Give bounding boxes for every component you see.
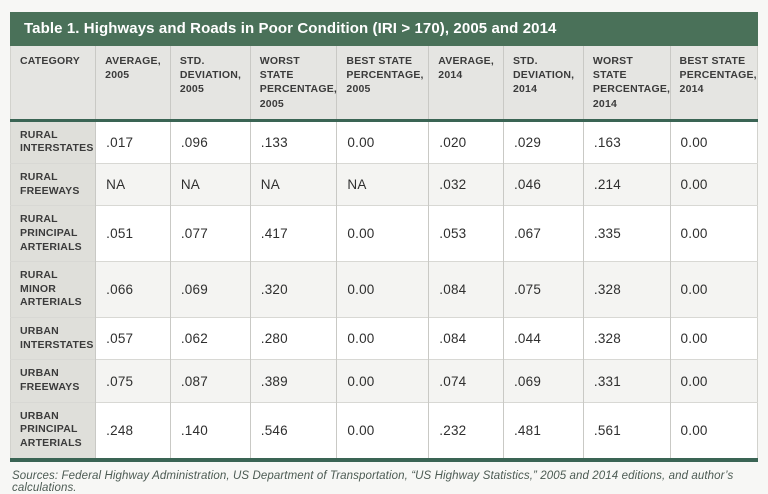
value-cell: 0.00 — [336, 359, 429, 403]
column-header: WORST STATE PERCENTAGE, 2005 — [249, 46, 337, 122]
value-cell: .020 — [428, 120, 504, 164]
value-cell: 0.00 — [336, 317, 429, 360]
column-header: BEST STATE PERCENTAGE, 2014 — [669, 46, 758, 122]
column-header: WORST STATE PERCENTAGE, 2014 — [582, 46, 671, 122]
value-cell: .320 — [249, 261, 337, 318]
value-cell: 0.00 — [336, 261, 429, 318]
value-cell: .017 — [95, 120, 171, 164]
value-cell: .051 — [95, 205, 171, 262]
value-cell: 0.00 — [669, 205, 758, 262]
value-cell: .232 — [428, 401, 504, 458]
value-cell: 0.00 — [669, 120, 758, 164]
value-cell: NA — [95, 162, 171, 206]
value-cell: .067 — [502, 205, 584, 262]
value-cell: .069 — [502, 359, 584, 403]
value-cell: .389 — [249, 359, 337, 403]
data-table: CATEGORY AVERAGE, 2005 STD. DEVIATION, 200… — [10, 46, 758, 458]
value-cell: 0.00 — [669, 162, 758, 206]
column-header: STD. DEVIATION, 2005 — [169, 46, 251, 122]
value-cell: 0.00 — [669, 261, 758, 318]
category-cell: URBAN INTERSTATES — [10, 317, 96, 360]
value-cell: .096 — [169, 120, 251, 164]
value-cell: .163 — [582, 120, 671, 164]
category-cell: RURAL MINOR ARTERIALS — [10, 261, 96, 318]
table-bottom-rule — [10, 457, 758, 462]
table-row: URBAN INTERSTATES .057.062.280 0.00.084.04… — [10, 317, 758, 360]
sources-note: Sources: Federal Highway Administration,… — [12, 469, 734, 494]
value-cell: NA — [336, 162, 429, 206]
value-cell: .075 — [95, 359, 171, 403]
value-cell: .046 — [502, 162, 584, 206]
category-cell: URBAN FREEWAYS — [10, 359, 96, 403]
value-cell: 0.00 — [669, 359, 758, 403]
table-row: RURAL MINOR ARTERIALS .066.069.320 0.00.08… — [10, 261, 758, 318]
value-cell: 0.00 — [669, 317, 758, 360]
value-cell: .248 — [95, 401, 171, 458]
value-cell: .561 — [582, 401, 671, 458]
value-cell: NA — [169, 162, 251, 206]
table-title-bar: Table 1. Highways and Roads in Poor Cond… — [10, 12, 758, 46]
column-header: BEST STATE PERCENTAGE, 2005 — [336, 46, 429, 122]
value-cell: 0.00 — [336, 205, 429, 262]
value-cell: .066 — [95, 261, 171, 318]
value-cell: .546 — [249, 401, 337, 458]
value-cell: NA — [249, 162, 337, 206]
header-row: CATEGORY AVERAGE, 2005 STD. DEVIATION, 200… — [10, 46, 758, 122]
value-cell: .062 — [169, 317, 251, 360]
category-cell: RURAL FREEWAYS — [10, 162, 96, 206]
value-cell: .133 — [249, 120, 337, 164]
column-header: AVERAGE, 2005 — [95, 46, 171, 122]
column-header: AVERAGE, 2014 — [428, 46, 504, 122]
table-body: RURAL INTERSTATES .017.096.133 0.00.020.02… — [10, 120, 758, 458]
value-cell: .029 — [502, 120, 584, 164]
value-cell: .331 — [582, 359, 671, 403]
value-cell: .057 — [95, 317, 171, 360]
value-cell: .140 — [169, 401, 251, 458]
table-header: CATEGORY AVERAGE, 2005 STD. DEVIATION, 200… — [10, 46, 758, 122]
value-cell: .053 — [428, 205, 504, 262]
column-header: STD. DEVIATION, 2014 — [502, 46, 584, 122]
table-row: RURAL FREEWAYS NA NA NA NA .032.046.214 0.00 — [10, 162, 758, 206]
category-cell: RURAL PRINCIPAL ARTERIALS — [10, 205, 96, 262]
table-container: Table 1. Highways and Roads in Poor Cond… — [10, 12, 758, 462]
table-row: URBAN FREEWAYS .075.087.389 0.00.074.069.3… — [10, 359, 758, 403]
column-header: CATEGORY — [10, 46, 96, 122]
table-title: Table 1. Highways and Roads in Poor Cond… — [24, 20, 557, 37]
category-cell: RURAL INTERSTATES — [10, 120, 96, 164]
value-cell: .069 — [169, 261, 251, 318]
value-cell: .075 — [502, 261, 584, 318]
table-row: URBAN PRINCIPAL ARTERIALS .248.140.546 0.0… — [10, 401, 758, 458]
table-row: RURAL INTERSTATES .017.096.133 0.00.020.02… — [10, 120, 758, 164]
value-cell: .084 — [428, 261, 504, 318]
value-cell: .087 — [169, 359, 251, 403]
category-cell: URBAN PRINCIPAL ARTERIALS — [10, 401, 96, 458]
value-cell: 0.00 — [669, 401, 758, 458]
table-row: RURAL PRINCIPAL ARTERIALS .051.077.417 0.0… — [10, 205, 758, 262]
value-cell: .280 — [249, 317, 337, 360]
value-cell: .077 — [169, 205, 251, 262]
value-cell: 0.00 — [336, 401, 429, 458]
value-cell: .074 — [428, 359, 504, 403]
value-cell: .328 — [582, 261, 671, 318]
value-cell: .481 — [502, 401, 584, 458]
value-cell: .335 — [582, 205, 671, 262]
value-cell: .417 — [249, 205, 337, 262]
value-cell: .044 — [502, 317, 584, 360]
value-cell: .032 — [428, 162, 504, 206]
value-cell: 0.00 — [336, 120, 429, 164]
value-cell: .328 — [582, 317, 671, 360]
value-cell: .084 — [428, 317, 504, 360]
value-cell: .214 — [582, 162, 671, 206]
